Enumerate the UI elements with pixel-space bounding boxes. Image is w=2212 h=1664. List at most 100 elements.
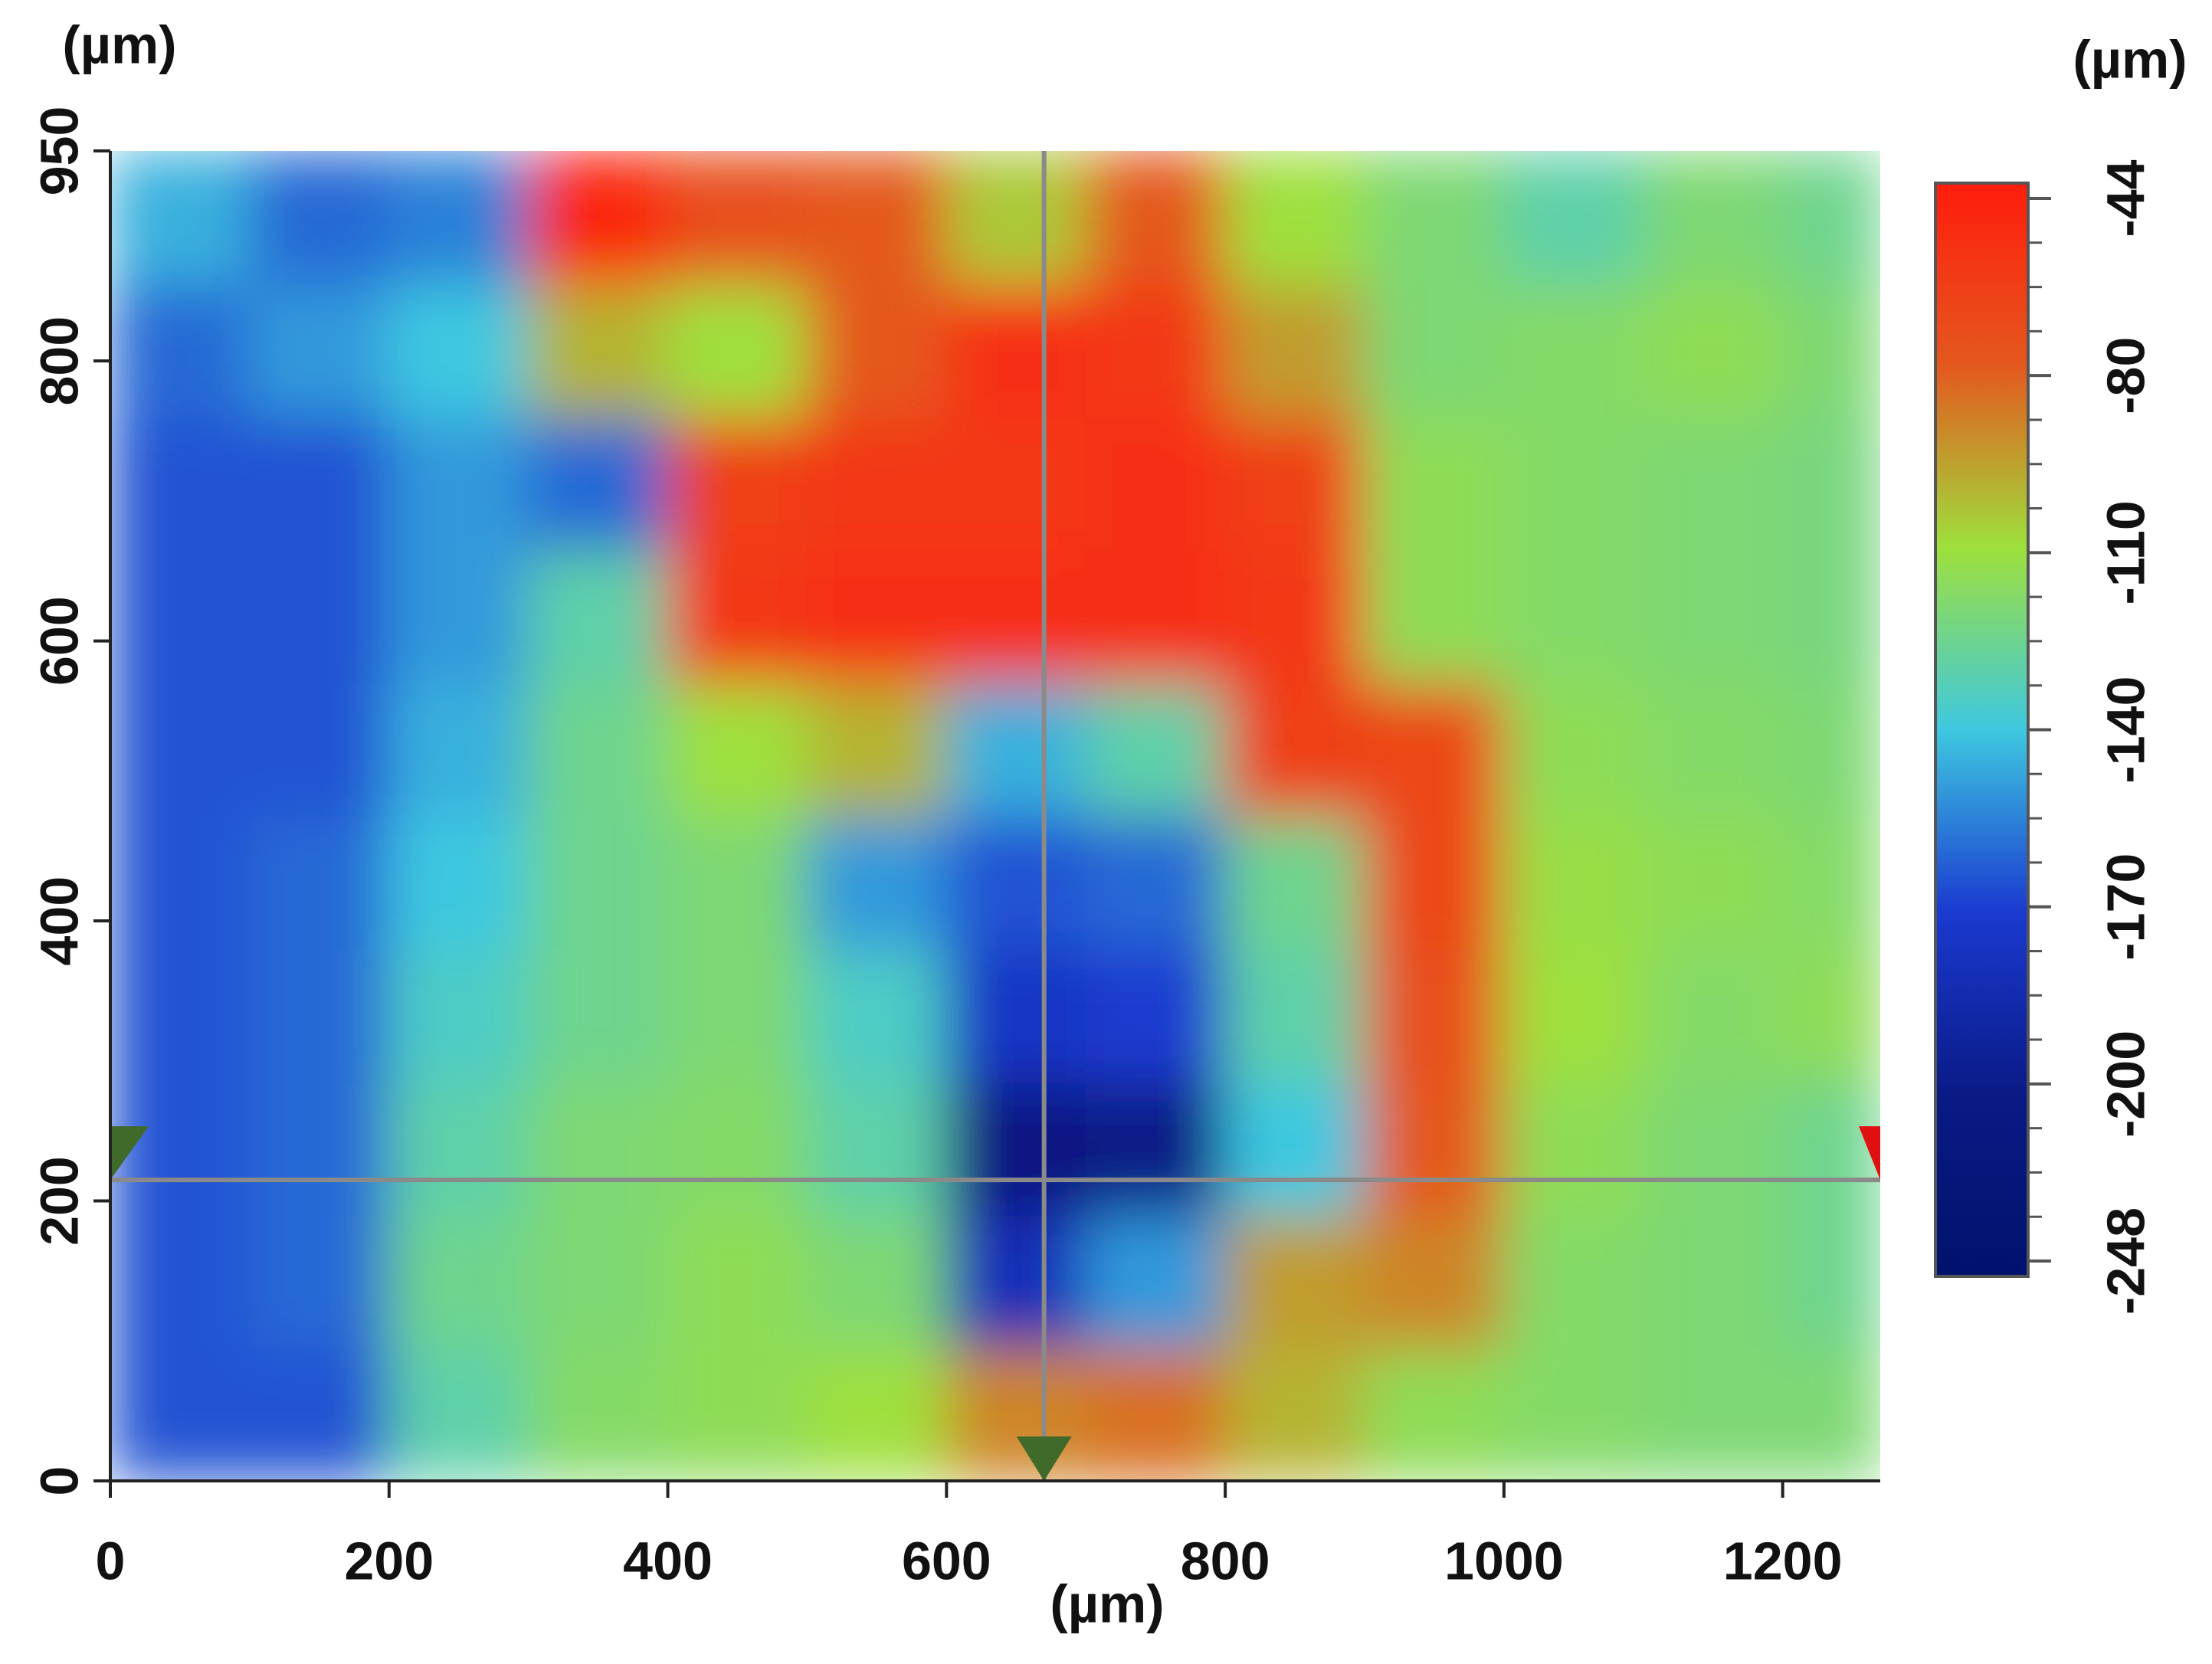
heatmap-cell xyxy=(1224,1214,1366,1349)
heatmap-cell xyxy=(945,283,1087,418)
heatmap-cell xyxy=(1085,815,1227,950)
heatmap-cell xyxy=(1364,948,1505,1083)
y-tick-label: 600 xyxy=(29,596,89,686)
heatmap-cell xyxy=(1224,815,1366,950)
heatmap-cell xyxy=(1085,948,1227,1083)
y-tick-label: 200 xyxy=(29,1156,89,1246)
heatmap-cell xyxy=(945,948,1087,1083)
heatmap-cell xyxy=(667,1347,808,1481)
colorbar xyxy=(1934,182,2030,1278)
heatmap-cell xyxy=(248,151,390,285)
x-tick-label: 0 xyxy=(96,1531,126,1590)
heatmap-cell xyxy=(1503,815,1644,950)
heatmap-cell xyxy=(527,283,669,418)
heatmap-cell xyxy=(1364,815,1505,950)
heatmap-cell xyxy=(1781,151,1880,285)
heatmap-cell xyxy=(667,815,808,950)
heatmap-cell xyxy=(1642,948,1784,1083)
heatmap-cell xyxy=(806,549,948,684)
heatmap-cell xyxy=(1781,416,1880,551)
heatmap-cell xyxy=(1085,283,1227,418)
crosshair-marker xyxy=(110,1126,149,1181)
heatmap-cell xyxy=(527,1081,669,1216)
heatmap-cell xyxy=(110,1347,251,1481)
heatmap-cell xyxy=(110,1214,251,1349)
heatmap-cell xyxy=(945,549,1087,684)
heatmap-cell xyxy=(1503,1081,1644,1216)
heatmap-cell xyxy=(1503,549,1644,684)
heatmap-cell xyxy=(667,549,808,684)
heatmap-cell xyxy=(1642,283,1784,418)
heatmap-cell xyxy=(667,682,808,817)
heatmap-cell xyxy=(248,682,390,817)
heatmap-cell xyxy=(1503,283,1644,418)
heatmap-cell xyxy=(388,1081,529,1216)
heatmap-cell xyxy=(527,1347,669,1481)
heatmap-cell xyxy=(945,1081,1087,1216)
heatmap-cell xyxy=(667,1081,808,1216)
heatmap-cell xyxy=(1364,283,1505,418)
heatmap-cell xyxy=(1503,1347,1644,1481)
heatmap-cell xyxy=(1085,1081,1227,1216)
heatmap-cell xyxy=(945,1214,1087,1349)
heatmap-cell xyxy=(1085,416,1227,551)
heatmap-cell xyxy=(806,151,948,285)
heatmap-cell xyxy=(806,815,948,950)
heatmap-cell xyxy=(527,549,669,684)
y-axis-label: (µm) xyxy=(62,15,176,74)
heatmap-cell xyxy=(1781,815,1880,950)
heatmap-cell xyxy=(806,1081,948,1216)
heatmap-cell xyxy=(1503,948,1644,1083)
heatmap-cell xyxy=(1503,416,1644,551)
heatmap-cell xyxy=(110,948,251,1083)
heatmap-cell xyxy=(1085,682,1227,817)
heatmap-cell xyxy=(1085,549,1227,684)
y-tick-label: 400 xyxy=(29,876,89,966)
heatmap-cell xyxy=(248,283,390,418)
heatmap-cell xyxy=(667,1214,808,1349)
crosshair-marker xyxy=(1859,1126,1880,1181)
heatmap-cell xyxy=(1224,416,1366,551)
heatmap-cell xyxy=(667,948,808,1083)
heatmap-cell xyxy=(527,416,669,551)
heatmap-cell xyxy=(1085,1347,1227,1481)
heatmap-cell xyxy=(1503,1214,1644,1349)
heatmap-cell xyxy=(1642,682,1784,817)
heatmap-cell xyxy=(248,1347,390,1481)
heatmap-cell xyxy=(248,416,390,551)
heatmap-cell xyxy=(388,549,529,684)
heatmap-cell xyxy=(1781,682,1880,817)
heatmap-cell xyxy=(1364,1214,1505,1349)
heatmap-cell xyxy=(110,549,251,684)
heatmap-cell xyxy=(667,416,808,551)
heatmap-cell xyxy=(388,1347,529,1481)
heatmap-cell xyxy=(945,682,1087,817)
heatmap-area xyxy=(110,151,1880,1481)
heatmap-cell xyxy=(110,416,251,551)
heatmap-cell xyxy=(1781,1347,1880,1481)
crosshair-marker xyxy=(1016,1436,1072,1481)
heatmap-cell xyxy=(1503,682,1644,817)
heatmap-cell xyxy=(388,1214,529,1349)
y-tick-label: 950 xyxy=(29,106,89,196)
heatmap-cell xyxy=(1364,151,1505,285)
heatmap-cell xyxy=(806,1214,948,1349)
heatmap-cell xyxy=(1364,416,1505,551)
heatmap-cell xyxy=(1224,682,1366,817)
heatmap-cell xyxy=(388,416,529,551)
colorbar-tick-label: -200 xyxy=(2096,1030,2155,1138)
heatmap-cell xyxy=(388,948,529,1083)
heatmap-cell xyxy=(1364,1347,1505,1481)
heatmap-cell xyxy=(248,549,390,684)
heatmap-cell xyxy=(248,1081,390,1216)
x-axis-label: (µm) xyxy=(1050,1574,1164,1633)
x-tick-label: 600 xyxy=(902,1531,991,1590)
x-tick-label: 400 xyxy=(623,1531,713,1590)
heatmap-cell xyxy=(667,151,808,285)
x-tick-label: 1200 xyxy=(1723,1531,1843,1590)
heatmap-cell xyxy=(1781,948,1880,1083)
colorbar-tick-label: -44 xyxy=(2096,159,2155,237)
heatmap-cell xyxy=(527,1214,669,1349)
heatmap-cell xyxy=(1224,283,1366,418)
